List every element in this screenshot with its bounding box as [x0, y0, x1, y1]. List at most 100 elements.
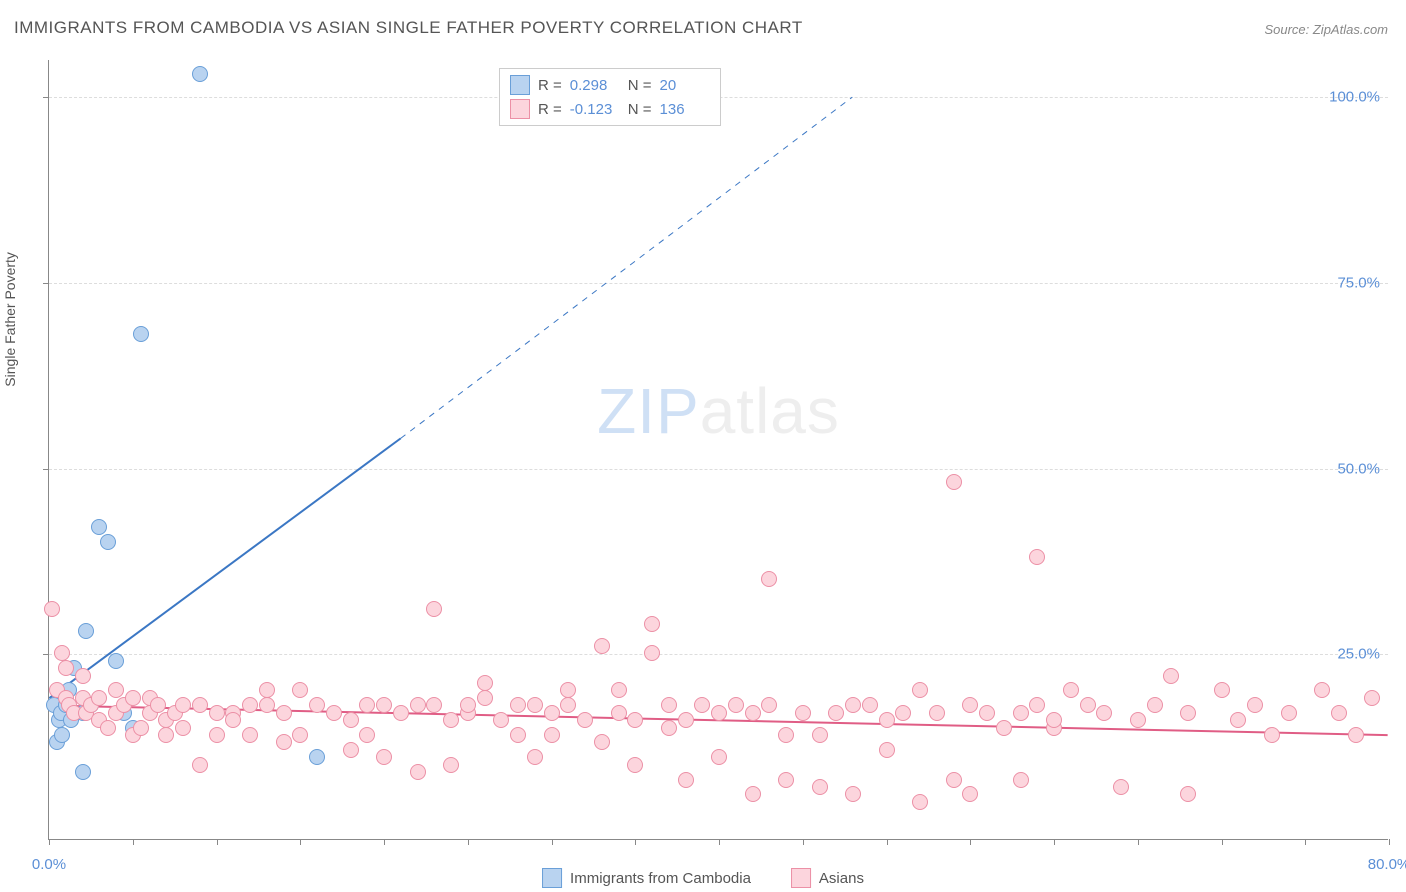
bottom-label-2: Asians: [819, 870, 864, 887]
data-point: [276, 705, 292, 721]
data-point: [1281, 705, 1297, 721]
data-point: [477, 690, 493, 706]
data-point: [108, 682, 124, 698]
legend-row-series2: R = -0.123 N = 136: [510, 97, 710, 121]
gridline: [49, 654, 1388, 655]
data-point: [443, 757, 459, 773]
data-point: [1230, 712, 1246, 728]
data-point: [75, 764, 91, 780]
data-point: [133, 326, 149, 342]
data-point: [1348, 727, 1364, 743]
data-point: [192, 66, 208, 82]
data-point: [544, 705, 560, 721]
data-point: [1013, 705, 1029, 721]
data-point: [192, 697, 208, 713]
data-point: [611, 682, 627, 698]
watermark-part-b: atlas: [700, 375, 840, 447]
chart-title: IMMIGRANTS FROM CAMBODIA VS ASIAN SINGLE…: [14, 18, 803, 38]
data-point: [158, 727, 174, 743]
data-point: [661, 697, 677, 713]
data-point: [761, 571, 777, 587]
data-point: [577, 712, 593, 728]
data-point: [912, 794, 928, 810]
data-point: [1214, 682, 1230, 698]
data-point: [527, 697, 543, 713]
data-point: [1080, 697, 1096, 713]
data-point: [1029, 549, 1045, 565]
data-point: [343, 742, 359, 758]
data-point: [133, 720, 149, 736]
data-point: [962, 786, 978, 802]
data-point: [694, 697, 710, 713]
data-point: [1096, 705, 1112, 721]
data-point: [895, 705, 911, 721]
data-point: [1180, 705, 1196, 721]
data-point: [1331, 705, 1347, 721]
legend-swatch-series1: [510, 75, 530, 95]
data-point: [845, 697, 861, 713]
data-point: [778, 727, 794, 743]
data-point: [1130, 712, 1146, 728]
data-point: [862, 697, 878, 713]
r-label-2: R =: [538, 101, 562, 118]
data-point: [359, 697, 375, 713]
data-point: [510, 697, 526, 713]
data-point: [946, 772, 962, 788]
data-point: [410, 697, 426, 713]
data-point: [460, 697, 476, 713]
data-point: [879, 742, 895, 758]
data-point: [560, 682, 576, 698]
data-point: [1013, 772, 1029, 788]
plot-area: ZIPatlas R = 0.298 N = 20 R = -0.123 N =…: [48, 60, 1388, 840]
gridline: [49, 469, 1388, 470]
data-point: [879, 712, 895, 728]
data-point: [745, 705, 761, 721]
data-point: [54, 727, 70, 743]
data-point: [91, 519, 107, 535]
y-tick-label: 75.0%: [1337, 274, 1380, 291]
r-value-2: -0.123: [570, 101, 620, 118]
n-value-2: 136: [660, 101, 710, 118]
data-point: [594, 734, 610, 750]
y-tick-label: 100.0%: [1329, 89, 1380, 106]
data-point: [1063, 682, 1079, 698]
r-value-1: 0.298: [570, 77, 620, 94]
gridline: [49, 283, 1388, 284]
data-point: [78, 623, 94, 639]
data-point: [745, 786, 761, 802]
data-point: [678, 772, 694, 788]
data-point: [410, 764, 426, 780]
r-label-1: R =: [538, 77, 562, 94]
data-point: [426, 601, 442, 617]
data-point: [54, 645, 70, 661]
data-point: [443, 712, 459, 728]
data-point: [175, 720, 191, 736]
data-point: [527, 749, 543, 765]
data-point: [996, 720, 1012, 736]
data-point: [627, 757, 643, 773]
data-point: [510, 727, 526, 743]
x-tick-label: 80.0%: [1368, 856, 1406, 873]
trendlines-svg: [49, 60, 1388, 839]
y-axis-label: Single Father Poverty: [2, 252, 18, 387]
data-point: [259, 682, 275, 698]
data-point: [326, 705, 342, 721]
n-label-1: N =: [628, 77, 652, 94]
data-point: [594, 638, 610, 654]
data-point: [393, 705, 409, 721]
data-point: [209, 705, 225, 721]
data-point: [343, 712, 359, 728]
bottom-swatch-1: [542, 868, 562, 888]
data-point: [100, 720, 116, 736]
source-attribution: Source: ZipAtlas.com: [1264, 22, 1388, 37]
data-point: [376, 697, 392, 713]
data-point: [125, 690, 141, 706]
data-point: [761, 697, 777, 713]
legend-row-series1: R = 0.298 N = 20: [510, 73, 710, 97]
data-point: [276, 734, 292, 750]
n-label-2: N =: [628, 101, 652, 118]
data-point: [58, 660, 74, 676]
bottom-legend-item-1: Immigrants from Cambodia: [542, 868, 751, 888]
bottom-label-1: Immigrants from Cambodia: [570, 870, 751, 887]
data-point: [44, 601, 60, 617]
